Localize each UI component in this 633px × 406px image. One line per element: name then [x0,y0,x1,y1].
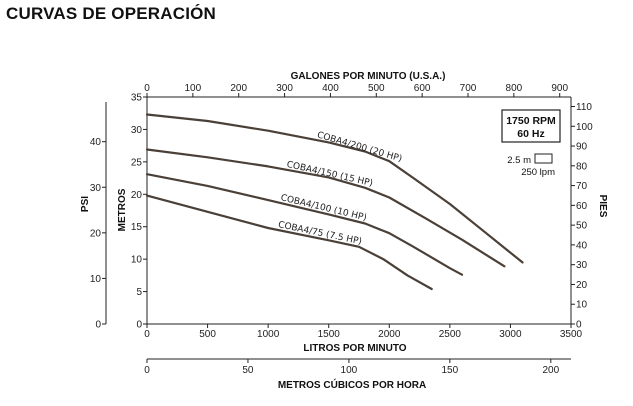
feet-tick-label: 70 [576,181,588,192]
lpm-tick-label: 2000 [378,329,401,340]
psi-tick-label: 20 [90,228,102,239]
lpm-tick-label: 0 [144,329,150,340]
feet-tick-label: 80 [576,161,588,172]
m3h-tick-label: 150 [442,365,459,376]
gpm-tick-label: 700 [460,83,477,94]
psi-tick-label: 40 [90,137,102,148]
feet-tick-label: 50 [576,221,588,232]
lpm-tick-label: 3000 [499,329,522,340]
psi-tick-label: 10 [90,274,102,285]
feet-tick-label: 0 [576,320,582,331]
m3h-tick-label: 0 [144,365,150,376]
psi-tick-label: 0 [95,320,101,331]
feet-tick-label: 110 [576,102,592,113]
lpm-tick-label: 500 [199,329,216,340]
gpm-tick-label: 300 [276,83,293,94]
gpm-tick-label: 600 [414,83,431,94]
page-title: CURVAS DE OPERACIÓN [6,4,217,23]
m3h-tick-label: 50 [242,365,254,376]
gpm-tick-label: 800 [506,83,523,94]
feet-tick-label: 10 [576,300,588,311]
speed-label: 1750 RPM [506,115,556,127]
m3h-tick-label: 100 [341,365,358,376]
feet-tick-label: 20 [576,280,588,291]
curve-label: COBA4/200 (20 HP) [316,130,403,164]
meters-axis-title: METROS [117,188,128,231]
lpm-tick-label: 1500 [318,329,341,340]
curve-coba4-100 [145,173,464,276]
m3h-tick-label: 200 [542,365,559,376]
psi-axis-title: PSI [80,196,91,212]
bottom-axis-title: LITROS POR MINUTO [303,343,406,354]
speed-box [501,109,561,143]
curve-coba4-75 [145,194,433,291]
feet-tick-label: 90 [576,142,588,153]
meters-tick-label: 0 [136,320,142,331]
lpm-tick-label: 2500 [439,329,462,340]
feet-tick-label: 60 [576,201,588,212]
lpm-tick-label: 1000 [257,329,280,340]
curve-label: COBA4/75 (7.5 HP) [277,220,362,247]
gpm-tick-label: 400 [322,83,339,94]
lpm-tick-label: 3500 [560,329,583,340]
gpm-tick-label: 100 [185,83,202,94]
meters-tick-label: 20 [131,190,143,201]
key-flow-label: 250 lpm [521,167,555,178]
meters-tick-label: 30 [131,125,143,136]
curve-label: COBA4/150 (15 HP) [286,160,374,189]
gpm-tick-label: 0 [144,83,150,94]
meters-tick-label: 5 [136,287,142,298]
feet-tick-label: 40 [576,240,588,251]
curve-coba4-150 [145,148,506,268]
meters-tick-label: 35 [131,93,143,104]
frequency-label: 60 Hz [517,128,544,140]
top-axis-title: GALONES POR MINUTO (U.S.A.) [291,71,446,82]
meters-tick-label: 25 [131,157,143,168]
gpm-tick-label: 500 [368,83,385,94]
gpm-tick-label: 900 [551,83,568,94]
curve-coba4-200 [145,113,524,264]
feet-axis-title: PIES [597,195,608,218]
m3h-axis-title: METROS CÚBICOS POR HORA [278,378,426,391]
key-grid-square [534,153,553,164]
feet-tick-label: 30 [576,260,588,271]
meters-tick-label: 15 [131,222,143,233]
feet-tick-label: 100 [576,122,593,133]
meters-tick-label: 10 [131,255,143,266]
gpm-tick-label: 200 [230,83,247,94]
psi-tick-label: 30 [90,183,102,194]
key-head-label: 2.5 m [507,155,531,166]
curve-label: COBA4/100 (10 HP) [280,193,368,223]
